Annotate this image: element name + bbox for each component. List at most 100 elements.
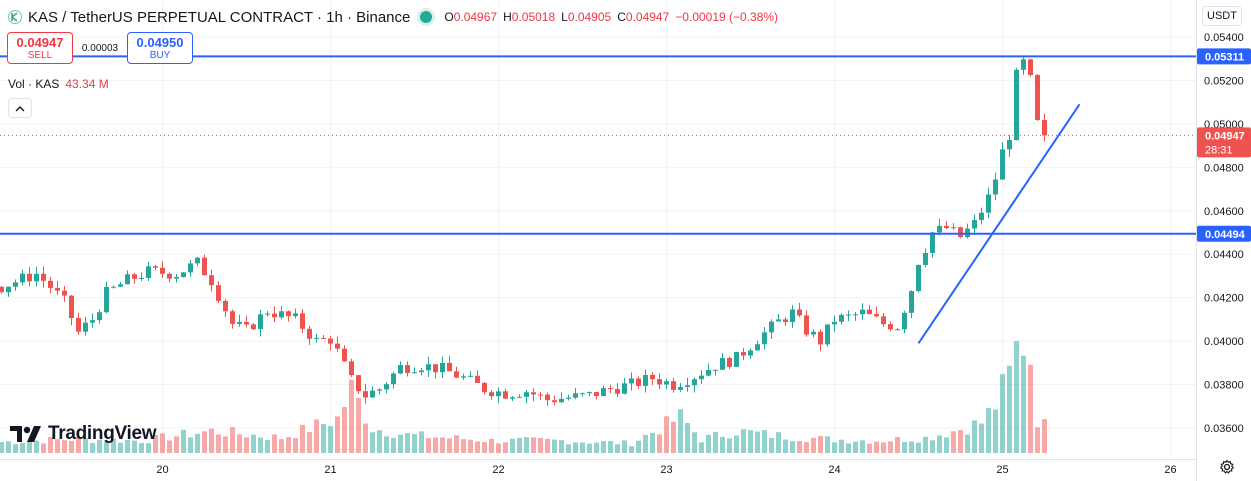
- candle: [839, 314, 844, 322]
- x-tick-label: 25: [996, 464, 1008, 476]
- candle: [587, 392, 592, 394]
- volume-bar: [48, 437, 53, 453]
- candle: [538, 394, 543, 396]
- volume-bar: [580, 442, 585, 453]
- tradingview-logo[interactable]: TradingView: [10, 423, 157, 445]
- ohlc-key: L: [561, 10, 568, 24]
- candle: [531, 392, 536, 395]
- volume-bar: [706, 434, 711, 453]
- candle: [650, 374, 655, 380]
- candle: [916, 264, 921, 292]
- candle: [748, 350, 753, 356]
- volume-bar: [832, 442, 837, 453]
- volume-bar: [384, 436, 389, 453]
- candle: [104, 286, 109, 313]
- volume-bar: [804, 442, 809, 453]
- ohlc-low: 0.04905: [567, 10, 612, 24]
- volume-bar: [573, 442, 578, 453]
- volume-bar: [447, 438, 452, 453]
- sell-label: SELL: [27, 50, 53, 61]
- currency-selector[interactable]: USDT: [1202, 6, 1242, 26]
- candle: [636, 378, 641, 386]
- candle: [202, 257, 207, 276]
- candle: [440, 362, 445, 373]
- candle: [944, 225, 949, 229]
- candle: [230, 311, 235, 324]
- volume-bar: [818, 435, 823, 453]
- volume-bar: [671, 421, 676, 453]
- volume-bar: [524, 437, 529, 453]
- volume-bar: [720, 436, 725, 453]
- candle: [1028, 59, 1033, 75]
- time-axis: [0, 459, 1196, 481]
- volume-bar: [174, 436, 179, 453]
- buy-price: 0.04950: [136, 35, 184, 50]
- volume-bar: [62, 440, 67, 453]
- candle: [601, 388, 606, 397]
- candle: [6, 286, 11, 293]
- ohlc-high: 0.05018: [511, 10, 556, 24]
- volume-bar: [104, 441, 109, 453]
- volume-bar: [790, 441, 795, 453]
- volume-bar: [454, 435, 459, 453]
- candle: [237, 321, 242, 324]
- volume-bar: [734, 435, 739, 453]
- volume-bar: [909, 441, 914, 453]
- volume-bar: [377, 430, 382, 453]
- candle: [818, 331, 823, 345]
- candle: [111, 286, 116, 288]
- candle: [881, 316, 886, 325]
- volume-bar: [160, 433, 165, 453]
- candle: [741, 351, 746, 356]
- candle: [454, 371, 459, 378]
- candle: [979, 212, 984, 221]
- candle: [622, 383, 627, 394]
- volume-bar: [643, 434, 648, 453]
- candle: [160, 267, 165, 274]
- candle: [573, 393, 578, 398]
- volume-bar: [930, 440, 935, 453]
- sell-button[interactable]: 0.04947 SELL: [7, 32, 73, 64]
- candle: [69, 295, 74, 318]
- volume-bar: [972, 420, 977, 453]
- volume-bar: [398, 434, 403, 453]
- volume-bar: [1000, 374, 1005, 453]
- candle: [811, 331, 816, 335]
- candle: [1000, 149, 1005, 180]
- candle: [412, 372, 417, 374]
- x-tick-label: 20: [156, 464, 168, 476]
- candle: [608, 388, 613, 390]
- candle: [20, 273, 25, 283]
- tv-logo-icon: [10, 426, 41, 442]
- volume-bar: [419, 431, 424, 453]
- chevron-up-icon: [15, 105, 25, 111]
- volume-bar: [167, 440, 172, 453]
- volume-bar: [783, 439, 788, 453]
- volume-bar: [531, 437, 536, 453]
- collapse-legend-button[interactable]: [8, 98, 32, 118]
- volume-legend[interactable]: Vol · KAS 43.34 M: [8, 77, 109, 91]
- volume-bar: [237, 434, 242, 453]
- chart-header: KAS / TetherUS PERPETUAL CONTRACT · 1h ·…: [8, 7, 778, 27]
- candle: [594, 392, 599, 397]
- candle: [713, 369, 718, 371]
- candle: [657, 379, 662, 385]
- volume-bar: [825, 436, 830, 453]
- volume-bar: [874, 441, 879, 453]
- volume-bar: [307, 432, 312, 453]
- buy-button[interactable]: 0.04950 BUY: [127, 32, 193, 64]
- volume-bar: [762, 430, 767, 453]
- level-price-tag: [1197, 48, 1251, 65]
- volume-bar: [664, 416, 669, 453]
- ohlc-open: 0.04967: [453, 10, 498, 24]
- volume-bar: [692, 432, 697, 453]
- volume-bar: [34, 440, 39, 453]
- candle: [734, 351, 739, 367]
- volume-bar: [321, 423, 326, 453]
- volume-bar: [125, 439, 130, 453]
- volume-bar: [503, 442, 508, 453]
- volume-bar: [741, 429, 746, 453]
- settings-gear-icon[interactable]: [1219, 459, 1235, 475]
- symbol-title[interactable]: KAS / TetherUS PERPETUAL CONTRACT · 1h ·…: [28, 8, 411, 26]
